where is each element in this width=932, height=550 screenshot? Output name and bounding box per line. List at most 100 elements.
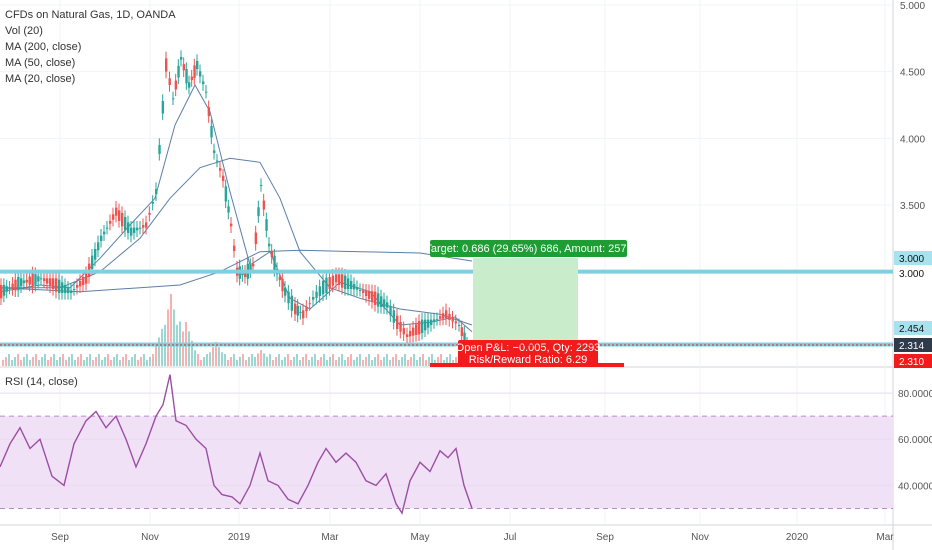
- time-tick-label: Mar: [321, 532, 339, 543]
- volume-bar: [272, 360, 274, 366]
- volume-bar: [122, 357, 124, 366]
- volume-bar: [119, 360, 121, 366]
- volume-bar: [167, 309, 169, 366]
- rsi-pane[interactable]: RSI (14, close) 80.0000 60.0000 40.0000: [0, 374, 932, 515]
- volume-bar: [416, 360, 418, 366]
- candle-body: [205, 91, 208, 93]
- candle-body: [207, 107, 211, 117]
- volume-bar: [338, 357, 340, 366]
- candle-body: [40, 278, 43, 280]
- volume-bar: [305, 354, 307, 366]
- candle-body: [454, 321, 458, 324]
- candle-body: [106, 227, 109, 229]
- candle-body: [262, 200, 266, 210]
- horizontal-levels[interactable]: [0, 269, 893, 347]
- volume-bar: [317, 360, 319, 366]
- volume-bar: [80, 354, 82, 366]
- candle-body: [244, 271, 247, 277]
- candle-body: [145, 222, 148, 228]
- volume-bar: [152, 354, 154, 366]
- candle-body: [49, 278, 52, 287]
- candle-body: [359, 290, 362, 291]
- volume-bar: [101, 360, 103, 366]
- volume-bar: [428, 357, 430, 366]
- candle-body: [73, 289, 76, 290]
- candle-body: [34, 274, 37, 285]
- volume-bar: [269, 354, 271, 366]
- volume-bar: [53, 354, 55, 366]
- candle-body: [61, 282, 64, 293]
- candle-body: [458, 325, 461, 326]
- price-badge: [894, 251, 932, 265]
- volume-bar: [371, 360, 373, 366]
- volume-bar: [242, 354, 244, 366]
- volume-bar: [11, 360, 13, 366]
- price-badge: [894, 354, 932, 368]
- volume-bar: [149, 357, 151, 366]
- candle-body: [427, 319, 430, 328]
- candle-body: [377, 293, 380, 307]
- candle-body: [383, 299, 386, 308]
- volume-bar: [20, 360, 22, 366]
- candle-body: [25, 279, 29, 283]
- volume-bar: [380, 360, 382, 366]
- rsi-legend: RSI (14, close): [5, 376, 78, 388]
- candle-body: [294, 303, 297, 315]
- volume-bar: [140, 357, 142, 366]
- ma-50-line: [0, 157, 473, 326]
- candle-body: [46, 278, 49, 284]
- volume-bar: [233, 354, 235, 366]
- volume-bar: [128, 360, 130, 366]
- candle-body: [133, 227, 136, 233]
- time-tick-label: Nov: [141, 532, 159, 543]
- volume-bar: [137, 360, 139, 366]
- volume-bar: [374, 357, 376, 366]
- candle-body: [249, 265, 252, 272]
- price-axis[interactable]: 5.000 4.500 4.000 3.500 3.000: [900, 1, 925, 279]
- candle-body: [284, 287, 287, 296]
- volume-bar: [287, 354, 289, 366]
- volume-bar: [161, 328, 163, 366]
- candle-body: [227, 206, 230, 213]
- volume-bar: [143, 354, 145, 366]
- volume-bar: [335, 360, 337, 366]
- candle-body: [424, 319, 427, 331]
- volume-bar: [341, 354, 343, 366]
- candle-body: [463, 332, 466, 345]
- rsi-axis[interactable]: 80.0000 60.0000 40.0000: [898, 389, 932, 492]
- stop-label-box[interactable]: [458, 340, 598, 366]
- time-axis[interactable]: Sep Nov 2019 Mar May Jul Sep Nov 2020 Mar: [51, 532, 894, 543]
- volume-bar: [395, 354, 397, 366]
- candle-body: [338, 274, 341, 285]
- candle-body: [64, 285, 67, 293]
- candle-body: [252, 263, 255, 267]
- candle-body: [451, 317, 454, 322]
- volume-bar: [230, 357, 232, 366]
- candle-body: [318, 286, 322, 297]
- candle-body: [328, 277, 331, 289]
- candle-body: [172, 98, 175, 100]
- volume-bar: [155, 346, 157, 366]
- candle-body: [85, 273, 88, 284]
- study-ma20: MA (20, close): [5, 73, 75, 85]
- candle-body: [103, 231, 106, 235]
- target-zone[interactable]: [473, 258, 578, 340]
- candle-body: [257, 207, 260, 217]
- time-tick-label: Mar: [876, 532, 894, 543]
- candle-body: [254, 232, 258, 245]
- candle-body: [136, 227, 139, 231]
- target-label-box[interactable]: [430, 240, 627, 257]
- candle-body: [118, 210, 121, 221]
- candle-body: [356, 287, 359, 290]
- candle-body: [2, 285, 6, 296]
- time-tick-label: Jul: [504, 532, 517, 543]
- candle-body: [216, 160, 219, 162]
- volume-bar: [329, 357, 331, 366]
- volume-bar: [182, 331, 184, 366]
- candle-body: [127, 222, 130, 233]
- candle-body: [278, 276, 282, 281]
- candle-body: [260, 185, 263, 186]
- candle-body: [460, 327, 464, 337]
- candle-body: [290, 295, 294, 311]
